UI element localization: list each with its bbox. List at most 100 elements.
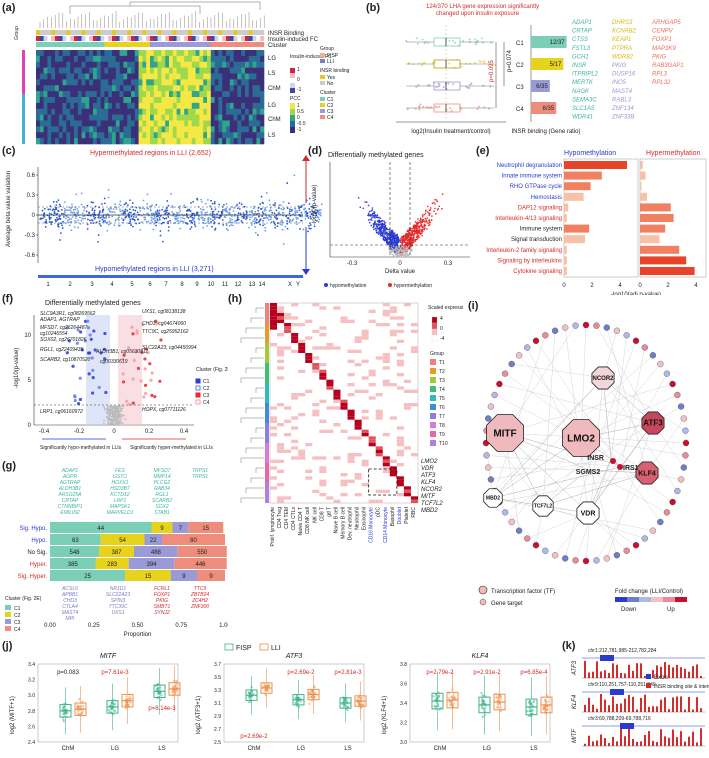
panel-c-point [92,201,95,204]
panel-j-point [295,702,298,705]
heatmap-cell [233,114,238,121]
panel-c-point [118,224,121,227]
panel-i-target-node [680,464,687,471]
panel-h-dendro [255,427,264,433]
panel-d-point [394,237,397,240]
panel-c-point [146,193,149,196]
panel-f-point-ns [118,422,121,425]
panel-c-point [68,209,70,212]
heatmap-cell [252,138,257,145]
heatmap-cell [43,73,48,80]
panel-c-point [227,229,229,232]
panel-h-cell [347,319,355,323]
panel-h-dendro [250,357,264,363]
heatmap-cell [93,67,98,74]
panel-g-top-gene-c1: ARSG25A [57,492,82,498]
panel-c-point [61,224,63,227]
track-cluster-cell [43,42,48,47]
panel-f-point-ns [121,422,124,425]
track-fc-cell [115,36,120,41]
panel-i-target-node [677,476,685,483]
panel-c-point [107,208,110,211]
panel-c-point [184,221,187,224]
panel-d-point [385,231,388,234]
panel-g-row-label: Hypo. [31,538,47,544]
heatmap-cell [150,61,155,68]
panel-d-point [379,217,382,219]
panel-i-edge [505,422,654,513]
panel-c-point [43,212,46,214]
heatmap-cell [157,126,162,133]
panel-c-chrom-label: 7 [164,282,168,288]
panel-b-gene-c3: RAB3GAP1 [652,63,684,69]
track-cluster-cell [131,42,135,47]
panel-j-point [81,710,84,713]
heatmap-cell [89,138,94,145]
panel-f-point-sig [79,330,83,334]
track-cluster-cell [169,42,173,47]
heatmap-cell [260,91,265,98]
heatmap-cell [134,120,139,127]
panel-h-cell [389,306,397,310]
panel-d-point [377,223,380,225]
heatmap-cell [77,108,82,115]
panel-c-point [202,219,204,222]
panel-d-point [388,230,391,233]
panel-h-cell [389,309,397,313]
panel-b-point [421,38,424,41]
panel-g-xtick: 0.25 [88,623,100,629]
panel-c-point [299,228,301,230]
heatmap-cell [157,73,162,80]
panel-b-title-2: changed upon insulin exposure [436,11,520,17]
legend-fc-swatch [290,73,295,78]
panel-b-point [493,64,496,67]
panel-c-point [104,217,107,220]
panel-c-point [123,203,126,206]
heatmap-cell [157,67,162,74]
panel-h-celltype: CD4 CTLs [291,507,297,531]
heatmap-cell [203,97,208,104]
panel-i-target-node [593,557,600,564]
heatmap-cell [70,55,75,63]
heatmap-cell [127,108,132,115]
panel-i-target-node [483,452,490,459]
track-fc-cell [260,36,265,41]
heatmap-cell [77,85,82,92]
heatmap-cell [150,114,155,121]
heatmap-cell [115,138,120,145]
panel-d-point [424,220,426,222]
panel-c-point [48,212,51,215]
panel-h-cell [305,356,313,360]
heatmap-cell [123,73,128,80]
panel-h-cell [375,453,383,457]
panel-h-cell [403,446,411,450]
panel-i-hub-lmo2 [562,419,600,457]
panel-c-point [282,208,284,211]
panel-d-point [422,220,425,222]
panel-d-point [383,232,385,235]
panel-h-cell [375,323,383,327]
heatmap-cell [51,102,56,110]
heatmap-cell [55,85,60,92]
panel-h-cell [270,466,278,470]
heatmap-cell [169,97,174,104]
panel-h-cell [396,353,404,357]
panel-c-point [60,208,63,211]
panel-d-point [416,229,419,231]
panel-d-point [399,238,402,240]
panel-j-group-label: ChM [62,746,75,752]
panel-h-group-bar [265,343,269,363]
heatmap-cell [43,85,48,92]
panel-c-point [80,203,83,206]
heatmap-cell [176,67,181,74]
panel-h-cell [361,433,369,437]
heatmap-cell [195,132,200,139]
heatmap-cell [237,120,242,127]
panel-b-gene-c2: DHRS3 [612,20,633,26]
track-fc-cell [241,36,246,41]
heatmap-cell [93,79,98,86]
heatmap-cell [112,108,117,115]
panel-c-point [217,216,219,219]
heatmap-cell [104,138,109,145]
panel-h-cell [284,316,292,320]
